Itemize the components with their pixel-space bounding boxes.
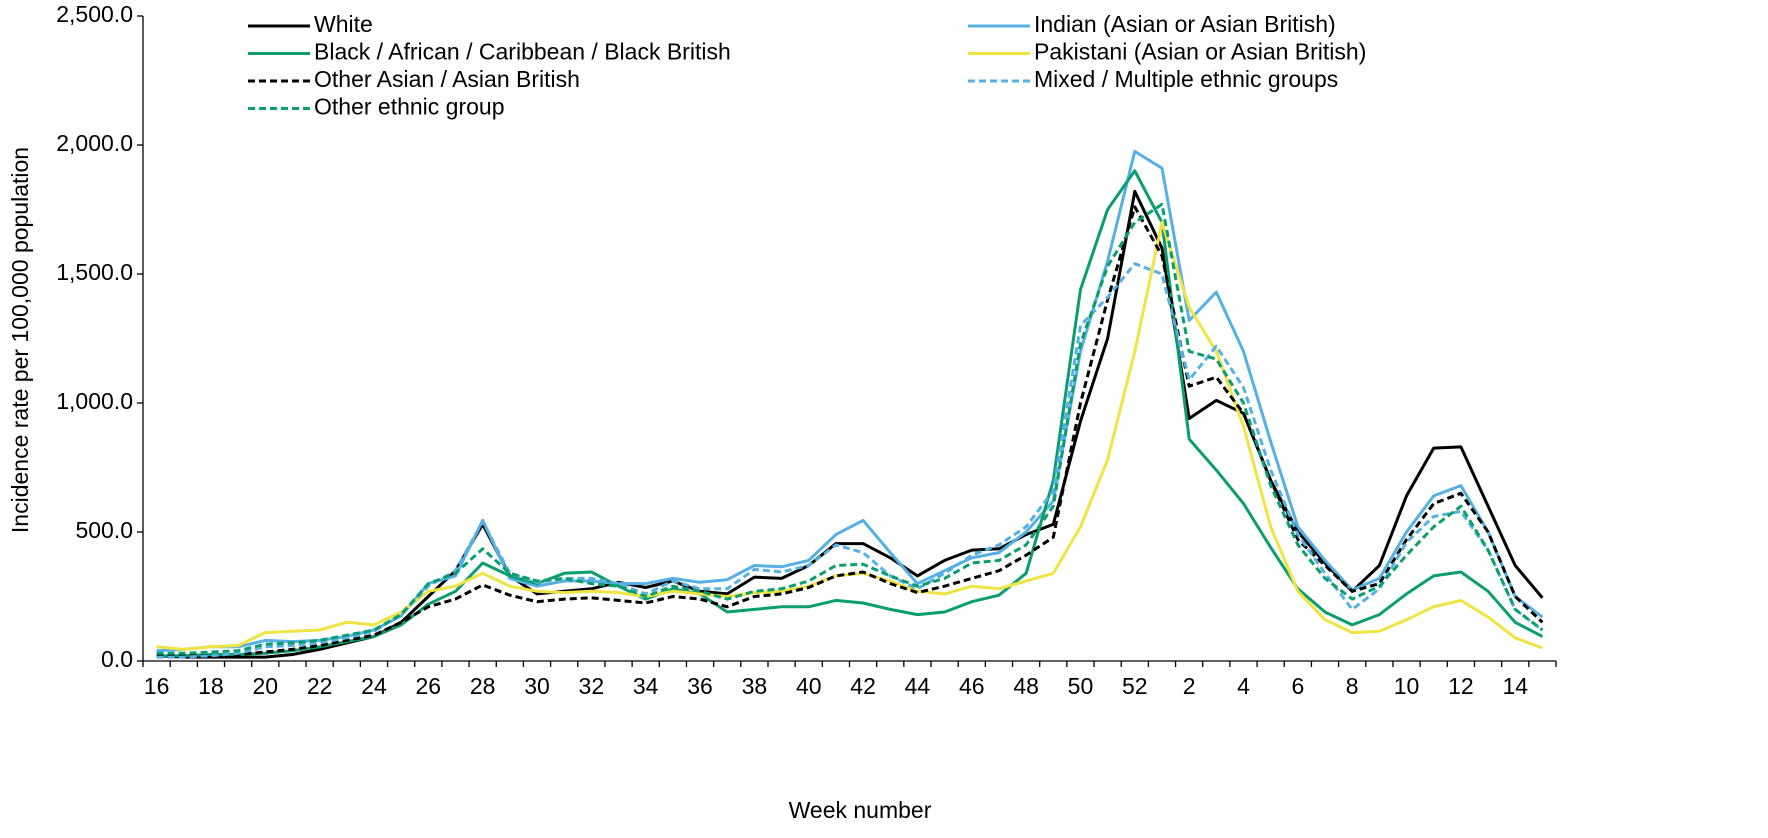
legend-label: Indian (Asian or Asian British) [1034, 11, 1336, 37]
y-tick-label: 500.0 [75, 517, 133, 543]
y-axis-label: Incidence rate per 100,000 population [7, 147, 33, 533]
series-line [156, 169, 1544, 658]
y-tick-label: 2,500.0 [56, 1, 133, 27]
x-tick-label: 30 [524, 673, 550, 699]
series-line [156, 202, 1544, 655]
legend-label: Mixed / Multiple ethnic groups [1034, 66, 1338, 92]
legend-label: Black / African / Caribbean / Black Brit… [314, 39, 731, 65]
x-tick-label: 24 [361, 673, 387, 699]
x-tick-label: 6 [1291, 673, 1304, 699]
x-tick-label: 22 [307, 673, 333, 699]
legend-label: White [314, 11, 373, 37]
x-tick-label: 16 [144, 673, 170, 699]
x-tick-label: 36 [687, 673, 713, 699]
x-tick-label: 44 [905, 673, 931, 699]
x-tick-label: 4 [1237, 673, 1250, 699]
x-tick-label: 48 [1013, 673, 1039, 699]
y-tick-label: 1,500.0 [56, 259, 133, 285]
x-tick-label: 28 [470, 673, 496, 699]
x-axis-label: Week number [789, 797, 932, 823]
x-tick-label: 52 [1122, 673, 1148, 699]
y-tick-label: 0.0 [101, 646, 133, 672]
x-tick-label: 2 [1183, 673, 1196, 699]
x-tick-label: 34 [633, 673, 659, 699]
x-tick-label: 8 [1346, 673, 1359, 699]
x-tick-label: 26 [416, 673, 442, 699]
x-tick-label: 40 [796, 673, 822, 699]
legend-label: Other Asian / Asian British [314, 66, 580, 92]
x-tick-label: 12 [1448, 673, 1474, 699]
y-tick-label: 1,000.0 [56, 388, 133, 414]
x-tick-label: 32 [579, 673, 605, 699]
series-line [156, 205, 1544, 658]
x-tick-label: 18 [198, 673, 224, 699]
y-tick-label: 2,000.0 [56, 130, 133, 156]
x-tick-label: 50 [1068, 673, 1094, 699]
x-tick-label: 10 [1394, 673, 1420, 699]
x-tick-label: 20 [252, 673, 278, 699]
x-tick-label: 46 [959, 673, 985, 699]
x-tick-label: 14 [1502, 673, 1528, 699]
legend-label: Pakistani (Asian or Asian British) [1034, 39, 1366, 65]
legend-label: Other ethnic group [314, 94, 505, 120]
x-tick-label: 38 [742, 673, 768, 699]
x-tick-label: 42 [850, 673, 876, 699]
series-line [156, 262, 1544, 659]
